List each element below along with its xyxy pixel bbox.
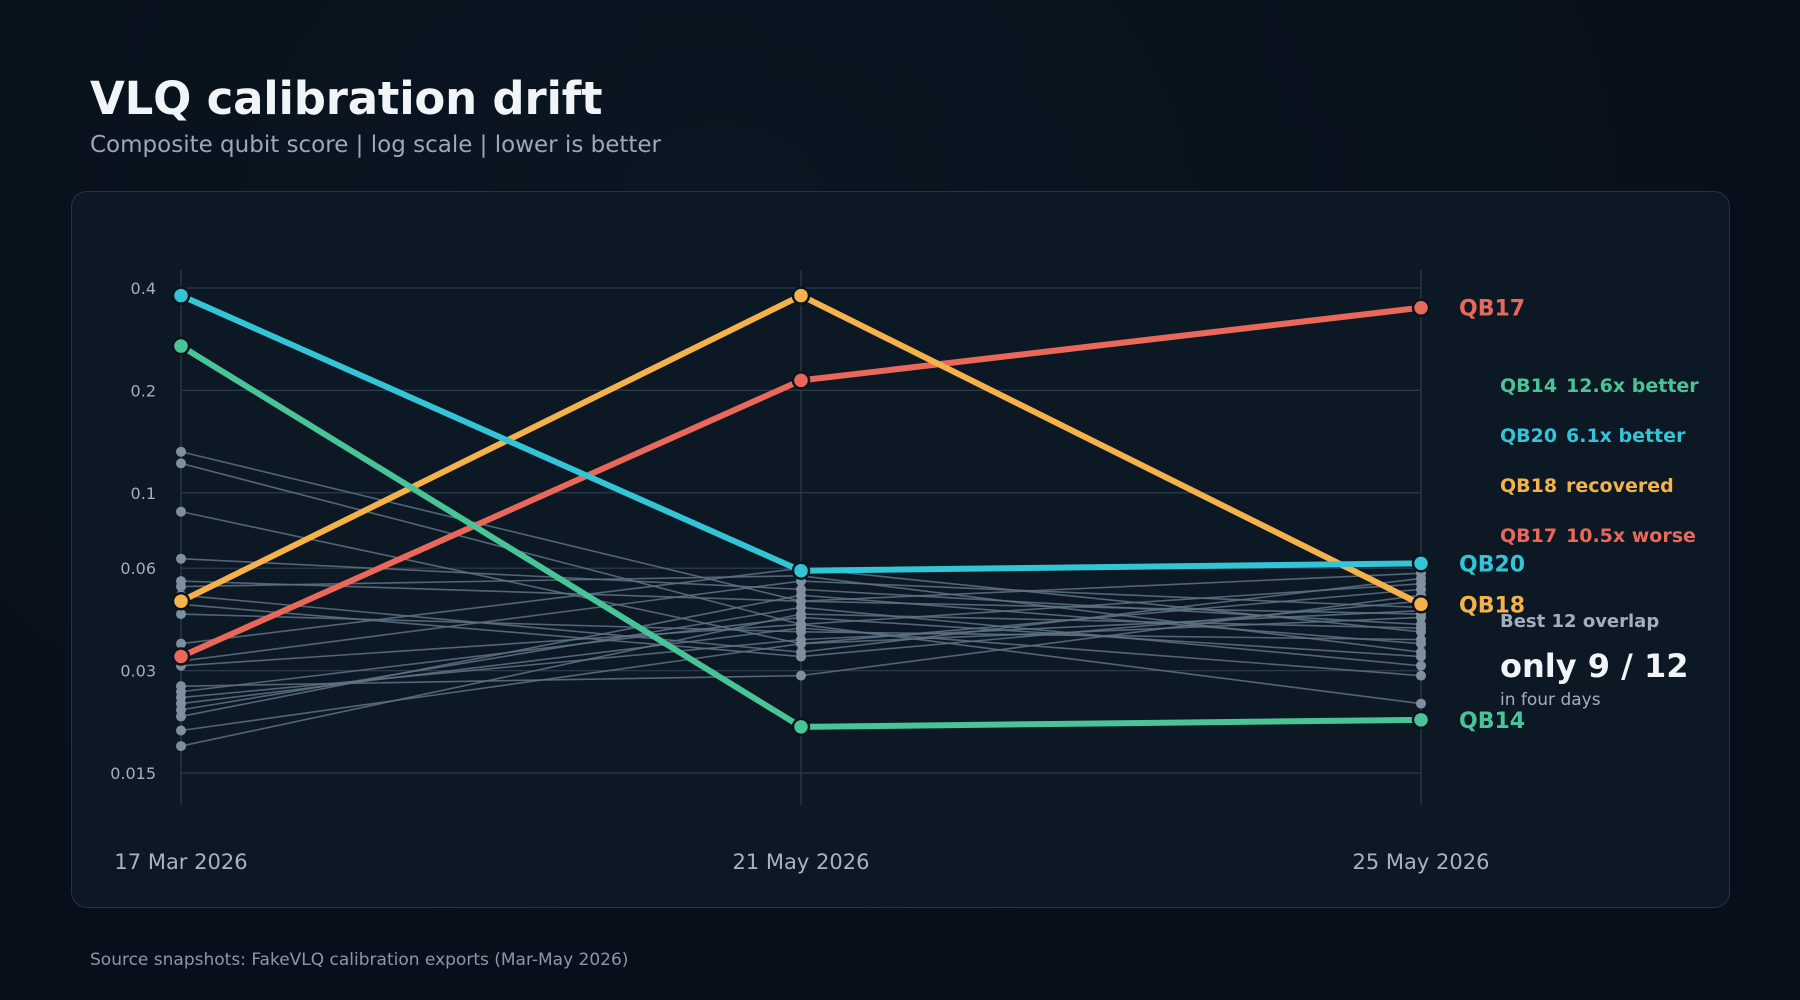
summary-change-text: recovered [1566, 475, 1674, 497]
background-series-point [176, 609, 186, 620]
background-series-point [1416, 698, 1426, 709]
summary-change-text: 6.1x better [1566, 425, 1686, 447]
series-end-label: QB20 [1459, 552, 1525, 577]
background-series-point [1416, 623, 1426, 634]
summary-change-text: 10.5x worse [1566, 525, 1696, 547]
series-point-qb20 [791, 561, 811, 580]
y-tick-label: 0.015 [110, 764, 156, 783]
background-series-point [796, 623, 806, 634]
overlap-value: only 9 / 12 [1500, 647, 1689, 685]
background-series-point [176, 638, 186, 649]
y-tick-label: 0.06 [120, 559, 156, 578]
summary-series-label: QB20 [1500, 425, 1557, 447]
y-tick-label: 0.4 [131, 279, 156, 298]
series-end-label: QB14 [1459, 709, 1525, 734]
summary-series-label: QB17 [1500, 525, 1557, 547]
series-point-qb20 [1411, 554, 1431, 573]
background-series-point [176, 506, 186, 517]
x-tick-label: 17 Mar 2026 [114, 850, 247, 874]
series-point-qb17 [1411, 298, 1431, 317]
overlap-heading: Best 12 overlap [1500, 611, 1659, 632]
background-series-point [796, 638, 806, 649]
y-tick-label: 0.1 [131, 484, 156, 503]
series-point-qb18 [791, 286, 811, 305]
background-series-point [1416, 612, 1426, 623]
summary-series-label: QB18 [1500, 475, 1557, 497]
background-series-point [176, 576, 186, 587]
series-end-label: QB17 [1459, 297, 1525, 322]
series-point-qb14 [1411, 710, 1431, 730]
series-end-label: QB18 [1459, 593, 1525, 618]
series-point-qb20 [171, 286, 191, 305]
background-series-point [1416, 651, 1426, 662]
background-series-point [1416, 670, 1426, 681]
background-series-point [176, 741, 186, 752]
y-tick-label: 0.2 [131, 381, 156, 400]
x-tick-label: 25 May 2026 [1353, 850, 1490, 874]
background-series-point [1416, 660, 1426, 671]
background-series-point [176, 458, 186, 469]
series-point-qb18 [1411, 595, 1431, 614]
background-series-point [1416, 638, 1426, 649]
background-series-point [796, 609, 806, 620]
series-point-qb18 [171, 591, 191, 611]
overlap-note: in four days [1500, 690, 1601, 710]
background-series-point [796, 670, 806, 681]
background-series-point [796, 596, 806, 607]
series-point-qb14 [791, 717, 811, 737]
summary-change-text: 12.6x better [1566, 375, 1699, 397]
source-footer: Source snapshots: FakeVLQ calibration ex… [90, 950, 629, 970]
background-series-point [176, 446, 186, 457]
summary-series-label: QB14 [1500, 375, 1557, 397]
series-point-qb14 [171, 336, 191, 356]
series-point-qb17 [171, 647, 191, 666]
chart-subtitle: Composite qubit score | log scale | lowe… [90, 132, 662, 158]
chart-panel [71, 191, 1730, 908]
background-series-point [796, 651, 806, 662]
background-series-point [176, 553, 186, 564]
x-tick-label: 21 May 2026 [733, 850, 870, 874]
background-series-point [1416, 578, 1426, 589]
background-series-point [176, 725, 186, 736]
background-series-point [176, 711, 186, 722]
y-tick-label: 0.03 [120, 662, 156, 681]
chart-title: VLQ calibration drift [90, 72, 603, 125]
series-point-qb17 [791, 371, 811, 390]
